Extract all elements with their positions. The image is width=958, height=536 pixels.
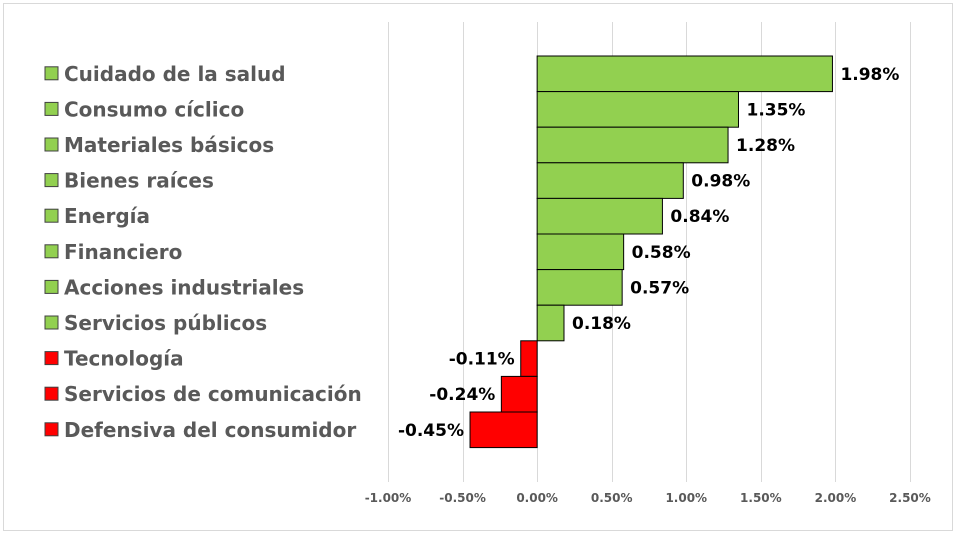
legend-swatch <box>44 208 59 223</box>
value-label: 1.35% <box>746 100 805 120</box>
value-label: -0.24% <box>429 385 495 405</box>
category-label: Defensiva del consumidor <box>64 418 356 442</box>
category-label: Acciones industriales <box>64 275 304 299</box>
category-label: Servicios públicos <box>64 311 267 335</box>
bar <box>536 233 625 271</box>
value-label: 1.98% <box>840 65 899 85</box>
bar <box>500 375 538 413</box>
legend-swatch <box>44 101 59 116</box>
value-label: -0.45% <box>398 421 464 441</box>
category-label: Bienes raíces <box>64 169 214 193</box>
x-tick-label: 1.50% <box>740 491 782 505</box>
legend-swatch <box>44 66 59 81</box>
value-label: 0.58% <box>632 243 691 263</box>
category-label: Materiales básicos <box>64 133 274 157</box>
value-label: 1.28% <box>736 136 795 156</box>
value-label: 0.84% <box>670 207 729 227</box>
value-label: 0.18% <box>572 314 631 334</box>
value-label: -0.11% <box>449 350 515 370</box>
legend-swatch <box>44 244 59 259</box>
x-tick-label: 2.00% <box>815 491 857 505</box>
category-label: Tecnología <box>64 347 184 371</box>
legend-swatch <box>44 386 59 401</box>
category-label: Energía <box>64 204 150 228</box>
bar <box>536 55 833 93</box>
bar <box>536 304 565 342</box>
category-label: Servicios de comunicación <box>64 382 362 406</box>
x-tick-label: 0.50% <box>591 491 633 505</box>
legend-swatch <box>44 422 59 437</box>
legend-swatch <box>44 137 59 152</box>
bar <box>520 340 538 377</box>
legend-swatch <box>44 173 59 188</box>
bar <box>536 269 623 306</box>
bar <box>536 126 729 164</box>
x-tick-label: 2.50% <box>889 491 931 505</box>
legend-swatch <box>44 315 59 330</box>
category-label: Consumo cíclico <box>64 97 244 121</box>
x-tick-label: -1.00% <box>365 491 412 505</box>
bar <box>536 162 684 199</box>
x-tick-label: -0.50% <box>439 491 486 505</box>
category-label: Cuidado de la salud <box>64 62 286 86</box>
x-tick-label: 0.00% <box>516 491 558 505</box>
legend-swatch <box>44 279 59 294</box>
bar <box>469 411 538 449</box>
legend-swatch <box>44 351 59 366</box>
value-label: 0.98% <box>691 172 750 192</box>
category-label: Financiero <box>64 240 182 264</box>
bar <box>536 197 663 235</box>
value-label: 0.57% <box>630 278 689 298</box>
x-tick-label: 1.00% <box>665 491 707 505</box>
bar <box>536 91 739 128</box>
